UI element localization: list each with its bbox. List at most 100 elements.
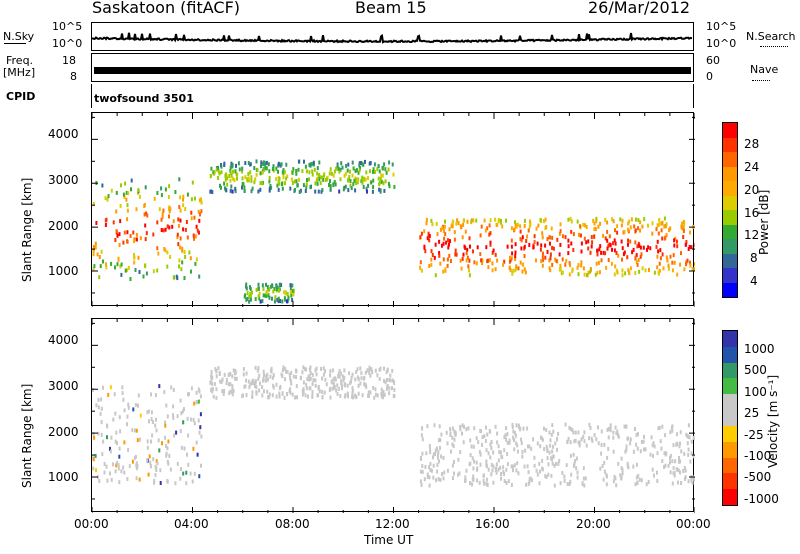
heatmap-cell xyxy=(446,441,449,446)
heatmap-cell xyxy=(520,246,523,251)
heatmap-cell xyxy=(268,169,271,174)
heatmap-cell xyxy=(123,194,126,199)
heatmap-cell xyxy=(275,177,278,181)
heatmap-cell xyxy=(523,223,526,228)
heatmap-cell xyxy=(478,480,481,485)
heatmap-cell xyxy=(492,248,495,253)
heatmap-cell xyxy=(687,423,690,428)
heatmap-cell xyxy=(516,449,519,454)
heatmap-cell xyxy=(212,170,215,175)
heatmap-cell xyxy=(135,207,138,212)
colorbar-segment xyxy=(723,441,737,459)
heatmap-cell xyxy=(521,449,524,454)
cpid-label: CPID xyxy=(6,90,36,103)
heatmap-cell xyxy=(101,183,104,188)
heatmap-cell xyxy=(465,427,468,432)
heatmap-cell xyxy=(516,222,519,227)
heatmap-cell xyxy=(94,245,97,250)
heatmap-cell xyxy=(94,241,97,246)
heatmap-cell xyxy=(689,459,692,464)
heatmap-cell xyxy=(384,179,387,184)
heatmap-cell xyxy=(480,224,483,229)
colorbar-segment xyxy=(723,346,737,364)
heatmap-cell xyxy=(318,389,321,394)
heatmap-cell xyxy=(125,190,128,195)
heatmap-cell xyxy=(693,267,695,271)
heatmap-cell xyxy=(442,229,445,233)
heatmap-cell xyxy=(533,455,536,460)
xtick-5: 20:00 xyxy=(576,517,611,531)
velocity-colorbar-fill xyxy=(723,331,737,505)
heatmap-cell xyxy=(606,220,609,225)
heatmap-cell xyxy=(248,295,251,299)
heatmap-cell xyxy=(190,269,192,274)
heatmap-cell xyxy=(364,370,367,375)
heatmap-cell xyxy=(679,441,681,446)
heatmap-cell xyxy=(389,373,392,378)
heatmap-cell xyxy=(685,262,687,267)
heatmap-cell xyxy=(278,394,281,399)
heatmap-cell xyxy=(509,255,511,260)
heatmap-cell xyxy=(190,197,193,202)
heatmap-cell xyxy=(166,479,169,484)
heatmap-cell xyxy=(444,267,447,272)
heatmap-cell xyxy=(331,368,334,373)
heatmap-cell xyxy=(212,387,214,392)
heatmap-cell xyxy=(146,213,149,218)
heatmap-cell xyxy=(355,168,358,173)
heatmap-cell xyxy=(188,392,190,397)
heatmap-cell xyxy=(281,186,284,191)
heatmap-cell xyxy=(692,454,695,459)
heatmap-cell xyxy=(372,169,374,174)
heatmap-cell xyxy=(438,251,441,255)
heatmap-cell xyxy=(123,230,126,235)
heatmap-cell xyxy=(445,240,448,245)
heatmap-cell xyxy=(352,182,355,187)
heatmap-cell xyxy=(549,252,552,257)
heatmap-cell xyxy=(351,173,354,178)
heatmap-cell xyxy=(589,426,592,430)
heatmap-cell xyxy=(296,395,298,400)
heatmap-cell xyxy=(486,226,489,231)
heatmap-cell xyxy=(323,390,326,395)
heatmap-cell xyxy=(172,413,174,418)
heatmap-cell xyxy=(185,481,188,486)
heatmap-cell xyxy=(298,159,301,164)
cpid-strip xyxy=(91,84,694,108)
heatmap-cell xyxy=(602,233,605,238)
heatmap-cell xyxy=(182,203,185,208)
heatmap-cell xyxy=(105,265,108,270)
heatmap-cell xyxy=(196,452,199,457)
heatmap-cell xyxy=(349,183,352,188)
heatmap-cell xyxy=(379,176,382,181)
heatmap-cell xyxy=(221,377,224,382)
heatmap-cell xyxy=(551,461,554,466)
heatmap-cell xyxy=(649,452,652,457)
heatmap-cell xyxy=(152,232,155,237)
heatmap-cell xyxy=(308,373,311,378)
heatmap-cell xyxy=(321,395,324,400)
heatmap-cell xyxy=(552,429,555,434)
heatmap-cell xyxy=(428,444,431,448)
heatmap-cell xyxy=(365,384,368,389)
heatmap-cell xyxy=(261,393,264,398)
heatmap-cell xyxy=(367,176,369,181)
heatmap-cell xyxy=(336,163,339,168)
heatmap-cell xyxy=(257,376,260,381)
heatmap-cell xyxy=(358,163,361,168)
heatmap-cell xyxy=(332,183,335,188)
heatmap-cell xyxy=(419,479,422,484)
heatmap-cell xyxy=(629,225,632,230)
heatmap-cell xyxy=(263,389,265,394)
heatmap-cell xyxy=(316,166,319,171)
heatmap-cell xyxy=(120,183,122,188)
heatmap-cell xyxy=(176,414,179,419)
heatmap-cell xyxy=(393,387,396,392)
heatmap-cell xyxy=(97,397,100,402)
heatmap-cell xyxy=(638,269,641,274)
heatmap-cell xyxy=(643,447,645,452)
heatmap-cell xyxy=(177,242,180,247)
heatmap-cell xyxy=(118,415,121,420)
heatmap-cell xyxy=(305,182,308,187)
heatmap-cell xyxy=(192,446,195,451)
